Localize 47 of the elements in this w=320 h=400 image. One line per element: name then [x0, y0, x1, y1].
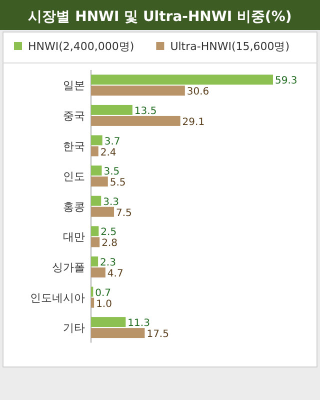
legend-label: Ultra-HNWI(15,600명): [170, 40, 290, 53]
data-label: 29.1: [182, 116, 205, 128]
bar: [91, 135, 102, 146]
bar: [91, 267, 106, 278]
data-label: 3.3: [103, 196, 120, 208]
chart-title: 시장별 HNWI 및 Ultra-HNWI 비중(%): [28, 9, 292, 25]
bar: [91, 328, 145, 338]
data-label: 5.5: [110, 178, 126, 189]
bar: [91, 166, 102, 176]
data-label: 59.3: [275, 76, 298, 87]
y-tick-label: 싱가폴: [52, 260, 85, 274]
data-label: 1.0: [96, 298, 112, 310]
bar: [91, 196, 102, 206]
bar: [91, 116, 180, 126]
y-tick-label: 홍콩: [63, 200, 85, 214]
y-tick-label: 기타: [63, 322, 85, 335]
bar: [91, 237, 100, 248]
y-tick-label: 인도: [63, 170, 85, 184]
data-label: 2.4: [100, 147, 116, 158]
y-tick-label: 한국: [63, 140, 85, 153]
bar: [91, 74, 273, 85]
data-label: 3.5: [104, 166, 120, 178]
data-label: 3.7: [104, 136, 120, 148]
bar: [91, 226, 99, 236]
y-tick-label: 대만: [63, 230, 85, 244]
data-label: 7.5: [116, 208, 132, 219]
data-label: 17.5: [146, 329, 169, 340]
data-label: 2.3: [100, 257, 116, 268]
bar: [91, 317, 126, 328]
data-label: 4.7: [107, 268, 124, 280]
legend-label: HNWI(2,400,000명): [28, 40, 134, 53]
data-label: 0.7: [95, 288, 112, 299]
bar: [91, 104, 132, 115]
bar: [91, 86, 185, 96]
data-label: 2.5: [100, 227, 117, 238]
y-tick-label: 인도네시아: [30, 291, 85, 304]
data-label: 2.8: [102, 238, 118, 250]
y-tick-label: 일본: [63, 79, 85, 92]
data-label: 11.3: [128, 318, 150, 330]
bar: [91, 146, 98, 156]
data-label: 13.5: [134, 106, 157, 117]
bar: [91, 256, 98, 266]
y-tick-label: 중국: [63, 109, 85, 122]
bar: [91, 206, 114, 217]
data-label: 30.6: [186, 86, 210, 98]
bar: [91, 298, 94, 308]
bar: [91, 176, 108, 187]
